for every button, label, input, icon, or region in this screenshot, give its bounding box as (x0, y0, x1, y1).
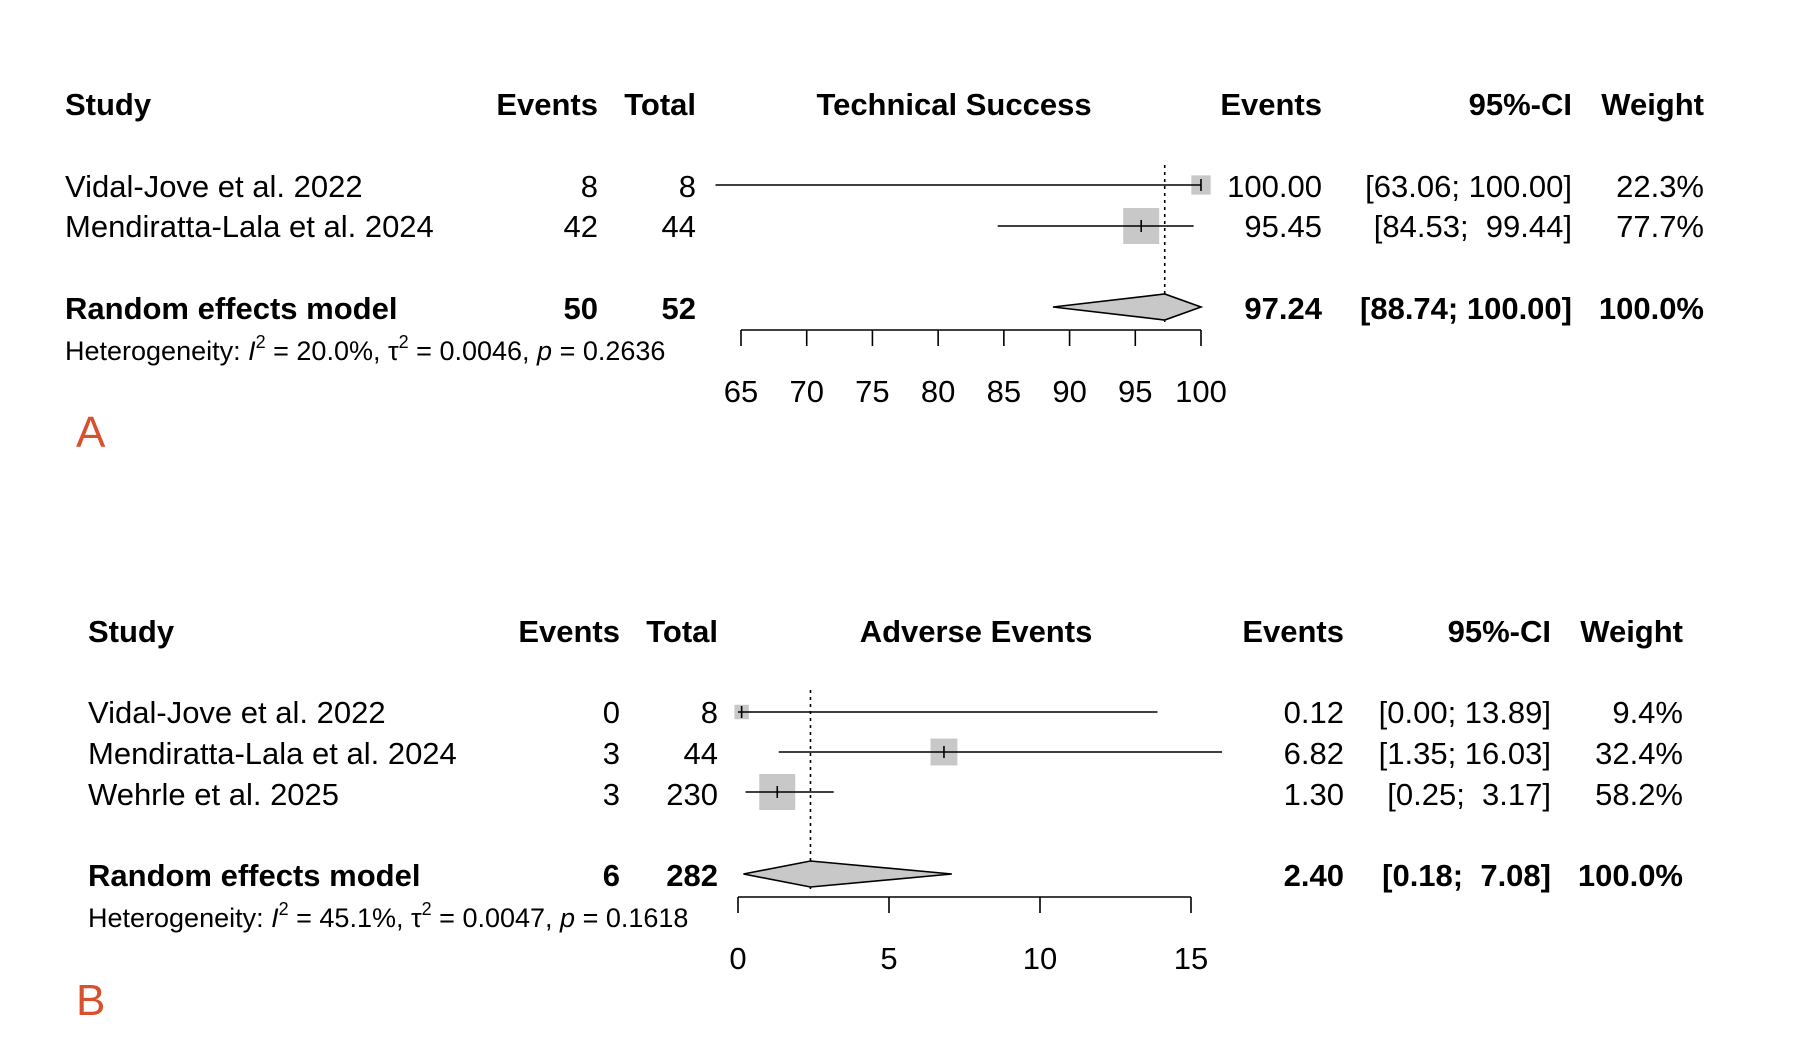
chart-title: Technical Success (816, 87, 1091, 122)
study-effect: 95.45 (1244, 209, 1322, 244)
study-ci: [1.35; 16.03] (1379, 736, 1551, 771)
forest-plot-technical-success: Study Events Total Technical Success Eve… (65, 87, 1704, 457)
study-name: Mendiratta-Lala et al. 2024 (88, 736, 457, 771)
study-weight: 77.7% (1616, 209, 1704, 244)
col-header-total: Total (624, 87, 696, 122)
x-tick-label: 95 (1118, 374, 1152, 409)
x-tick-label: 10 (1023, 941, 1057, 976)
col-header-ci: 95%-CI (1469, 87, 1572, 122)
study-effect: 1.30 (1284, 777, 1344, 812)
col-header-events: Events (496, 87, 598, 122)
x-tick-label: 85 (987, 374, 1021, 409)
pooled-weight: 100.0% (1578, 858, 1683, 893)
pooled-diamond (743, 860, 952, 888)
study-total: 230 (666, 777, 718, 812)
study-name: Vidal-Jove et al. 2022 (88, 695, 386, 730)
pooled-events: 50 (564, 291, 598, 326)
study-weight: 22.3% (1616, 169, 1704, 204)
x-tick-label: 0 (729, 941, 746, 976)
study-effect: 6.82 (1284, 736, 1344, 771)
col-header-events: Events (518, 614, 620, 649)
pooled-weight: 100.0% (1599, 291, 1704, 326)
study-total: 44 (662, 209, 696, 244)
col-header-study: Study (88, 614, 175, 649)
study-ci: [63.06; 100.00] (1365, 169, 1572, 204)
study-total: 8 (679, 169, 696, 204)
study-total: 44 (684, 736, 718, 771)
pooled-ci: [0.18; 7.08] (1382, 858, 1551, 893)
study-name: Vidal-Jove et al. 2022 (65, 169, 363, 204)
pooled-total: 52 (662, 291, 696, 326)
x-tick-label: 75 (855, 374, 889, 409)
study-weight: 58.2% (1595, 777, 1683, 812)
study-effect: 100.00 (1227, 169, 1322, 204)
col-header-effect: Events (1220, 87, 1322, 122)
col-header-total: Total (646, 614, 718, 649)
pooled-effect: 2.40 (1284, 858, 1344, 893)
study-events: 42 (564, 209, 598, 244)
study-events: 3 (603, 736, 620, 771)
x-tick-label: 70 (789, 374, 823, 409)
x-tick-label: 90 (1052, 374, 1086, 409)
col-header-study: Study (65, 87, 152, 122)
col-header-weight: Weight (1601, 87, 1704, 122)
x-tick-label: 15 (1174, 941, 1208, 976)
plot-area-a: 65 70 75 80 85 90 95 100 (715, 165, 1227, 409)
study-events: 0 (603, 695, 620, 730)
panel-letter-a: A (76, 408, 106, 457)
study-weight: 9.4% (1612, 695, 1683, 730)
pooled-events: 6 (603, 858, 620, 893)
col-header-effect: Events (1242, 614, 1344, 649)
col-header-ci: 95%-CI (1448, 614, 1551, 649)
study-total: 8 (701, 695, 718, 730)
pooled-total: 282 (666, 858, 718, 893)
forest-plot-b-svg: Study Events Total Adverse Events Events… (76, 614, 1683, 1025)
study-weight: 32.4% (1595, 736, 1683, 771)
plot-area-b: 0 5 10 15 (729, 690, 1223, 976)
heterogeneity-text: Heterogeneity: I2 = 45.1%, τ2 = 0.0047, … (88, 899, 688, 933)
x-tick-label: 80 (921, 374, 955, 409)
pooled-ci: [88.74; 100.00] (1360, 291, 1572, 326)
study-events: 3 (603, 777, 620, 812)
forest-plot-adverse-events: Study Events Total Adverse Events Events… (0, 530, 1796, 1060)
study-ci: [0.00; 13.89] (1379, 695, 1551, 730)
heterogeneity-text: Heterogeneity: I2 = 20.0%, τ2 = 0.0046, … (65, 332, 665, 366)
x-tick-label: 5 (880, 941, 897, 976)
col-header-weight: Weight (1580, 614, 1683, 649)
pooled-diamond (1052, 293, 1204, 321)
study-ci: [84.53; 99.44] (1374, 209, 1572, 244)
pooled-effect: 97.24 (1244, 291, 1322, 326)
x-tick-label: 100 (1175, 374, 1227, 409)
study-name: Mendiratta-Lala et al. 2024 (65, 209, 434, 244)
chart-title: Adverse Events (860, 614, 1093, 649)
pooled-name: Random effects model (65, 291, 397, 326)
forest-plot-a-svg: Study Events Total Technical Success Eve… (65, 87, 1704, 457)
study-effect: 0.12 (1284, 695, 1344, 730)
pooled-name: Random effects model (88, 858, 420, 893)
study-events: 8 (581, 169, 598, 204)
x-tick-label: 65 (724, 374, 758, 409)
study-name: Wehrle et al. 2025 (88, 777, 339, 812)
study-ci: [0.25; 3.17] (1387, 777, 1551, 812)
panel-letter-b: B (76, 976, 105, 1025)
